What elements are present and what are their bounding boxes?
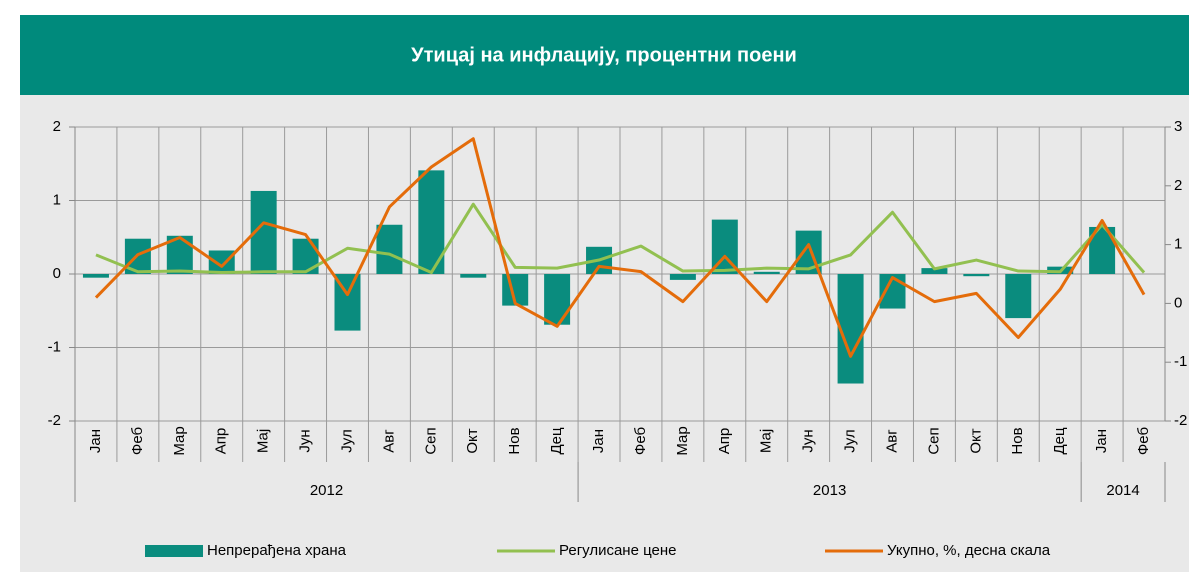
y-tick-label: 1 — [53, 191, 61, 208]
x-tick-label: Авг — [883, 429, 900, 453]
bar — [753, 271, 780, 274]
x-group-label: 2014 — [1106, 482, 1139, 499]
line — [95, 202, 1146, 275]
x-tick-label: Јул — [842, 429, 859, 452]
x-tick-label: Окт — [464, 428, 481, 453]
bar — [460, 274, 487, 278]
legend-swatch — [145, 545, 203, 557]
x-tick-label: Мај — [255, 429, 272, 453]
x-tick-label: Авг — [380, 429, 397, 453]
bar — [208, 250, 235, 274]
line — [94, 137, 1146, 358]
y2-tick-label: 1 — [1174, 236, 1182, 253]
bar — [544, 274, 571, 325]
y-tick-label: 2 — [53, 118, 61, 135]
bar — [963, 274, 990, 277]
y-tick-label: -2 — [48, 412, 61, 429]
legend-label: Укупно, %, десна скала — [887, 542, 1051, 559]
legend-label: Регулисане цене — [559, 542, 677, 559]
x-tick-label: Апр — [213, 428, 230, 454]
x-tick-label: Јан — [590, 429, 607, 453]
chart-title: Утицај на инфлацију, процентни поени — [411, 44, 797, 66]
x-tick-label: Сеп — [422, 427, 439, 454]
x-tick-label: Јул — [338, 429, 355, 452]
x-tick-label: Дец — [1051, 427, 1068, 455]
x-tick-label: Мар — [171, 426, 188, 455]
bar — [669, 274, 696, 280]
x-group-label: 2013 — [813, 482, 846, 499]
y-tick-label: 0 — [53, 265, 61, 282]
x-tick-label: Јун — [297, 429, 314, 452]
bar — [292, 238, 319, 274]
y2-tick-label: -1 — [1174, 353, 1187, 370]
x-tick-label: Јан — [87, 429, 104, 453]
bar — [82, 274, 109, 278]
x-tick-label: Феб — [632, 427, 649, 455]
x-tick-label: Дец — [548, 427, 565, 455]
x-tick-label: Јан — [1093, 429, 1110, 453]
y2-tick-label: 3 — [1174, 118, 1182, 135]
bar — [1005, 274, 1032, 319]
x-tick-label: Мар — [674, 426, 691, 455]
x-tick-label: Нов — [1009, 427, 1026, 454]
y2-tick-label: 2 — [1174, 177, 1182, 194]
x-tick-label: Сеп — [925, 427, 942, 454]
x-tick-label: Мај — [758, 429, 775, 453]
x-tick-label: Апр — [716, 428, 733, 454]
bar — [837, 274, 864, 384]
bar — [376, 224, 403, 274]
y2-tick-label: -2 — [1174, 412, 1187, 429]
x-tick-label: Феб — [129, 427, 146, 455]
x-tick-label: Јун — [800, 429, 817, 452]
x-group-label: 2012 — [310, 482, 343, 499]
x-tick-label: Нов — [506, 427, 523, 454]
chart-background — [20, 95, 1189, 572]
y-tick-label: -1 — [48, 338, 61, 355]
x-tick-label: Окт — [967, 428, 984, 453]
x-tick-label: Феб — [1135, 427, 1152, 455]
header-bar — [20, 15, 1189, 95]
bar — [921, 268, 948, 274]
y2-tick-label: 0 — [1174, 294, 1182, 311]
legend-label: Непрерађена храна — [207, 542, 347, 559]
